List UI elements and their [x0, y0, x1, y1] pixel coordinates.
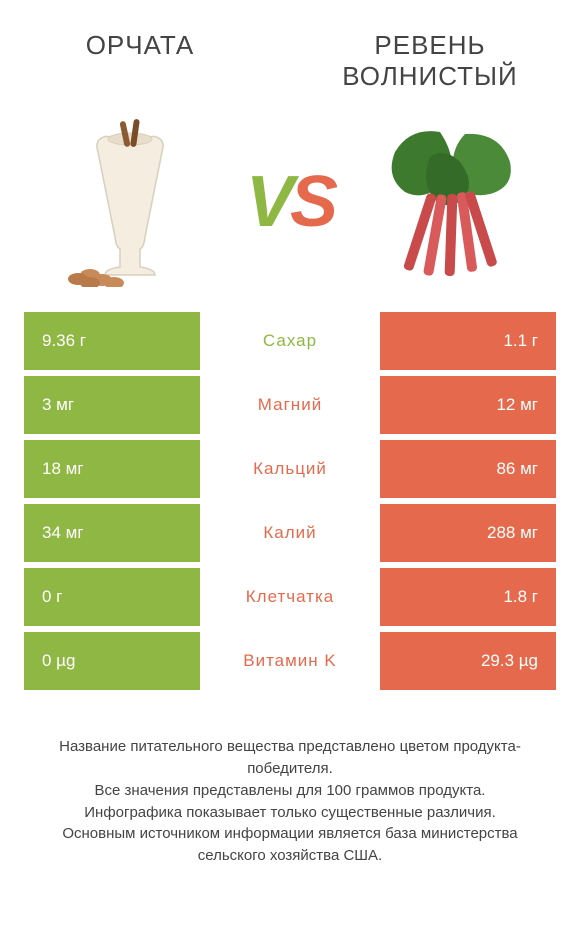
vs-label: VS — [246, 161, 334, 243]
comparison-table: 9.36 гСахар1.1 г 3 мгМагний12 мг 18 мгКаль… — [0, 312, 580, 690]
value-right: 12 мг — [380, 376, 556, 434]
value-right: 29.3 µg — [380, 632, 556, 690]
value-left: 34 мг — [24, 504, 200, 562]
footer-notes: Название питательного вещества представл… — [0, 696, 580, 867]
value-right: 86 мг — [380, 440, 556, 498]
nutrient-label: Кальций — [200, 440, 380, 498]
footer-line: Все значения представлены для 100 граммо… — [30, 780, 550, 802]
image-row: VS — [0, 102, 580, 312]
title-left: ОРЧАТА — [40, 30, 240, 92]
nutrient-label: Магний — [200, 376, 380, 434]
value-left: 0 µg — [24, 632, 200, 690]
rhubarb-image — [365, 117, 535, 287]
nutrient-label: Сахар — [200, 312, 380, 370]
table-row: 0 гКлетчатка1.8 г — [24, 568, 556, 626]
nutrient-label: Калий — [200, 504, 380, 562]
title-right: РЕВЕНЬ ВОЛНИСТЫЙ — [320, 30, 540, 92]
table-row: 18 мгКальций86 мг — [24, 440, 556, 498]
value-left: 9.36 г — [24, 312, 200, 370]
nutrient-label: Витамин K — [200, 632, 380, 690]
table-row: 3 мгМагний12 мг — [24, 376, 556, 434]
value-right: 1.8 г — [380, 568, 556, 626]
value-left: 18 мг — [24, 440, 200, 498]
horchata-image — [45, 117, 215, 287]
nutrient-label: Клетчатка — [200, 568, 380, 626]
value-right: 1.1 г — [380, 312, 556, 370]
vs-v: V — [246, 162, 290, 242]
table-row: 34 мгКалий288 мг — [24, 504, 556, 562]
footer-line: Инфографика показывает только существенн… — [30, 802, 550, 824]
table-row: 9.36 гСахар1.1 г — [24, 312, 556, 370]
header: ОРЧАТА РЕВЕНЬ ВОЛНИСТЫЙ — [0, 0, 580, 102]
footer-line: Основным источником информации является … — [30, 823, 550, 867]
value-left: 3 мг — [24, 376, 200, 434]
footer-line: Название питательного вещества представл… — [30, 736, 550, 780]
value-left: 0 г — [24, 568, 200, 626]
vs-s: S — [290, 162, 334, 242]
value-right: 288 мг — [380, 504, 556, 562]
table-row: 0 µgВитамин K29.3 µg — [24, 632, 556, 690]
